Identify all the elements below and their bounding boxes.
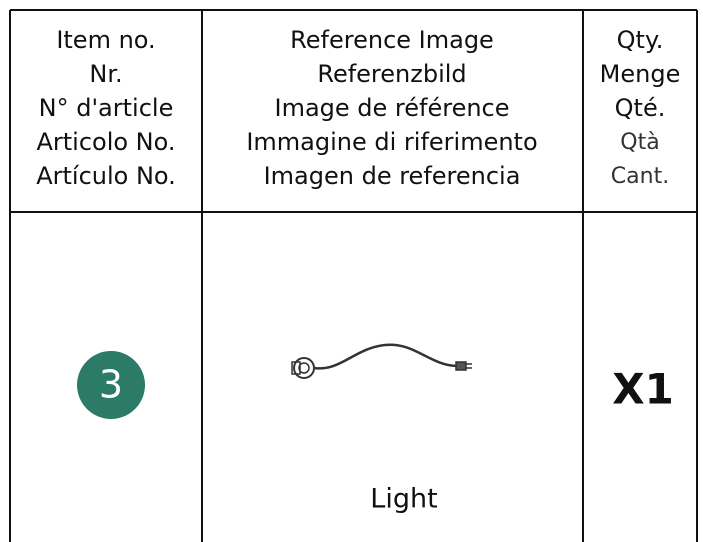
header-text: Imagen de referencia [264,162,521,190]
header-text: Menge [600,60,681,88]
item-badge [77,351,145,419]
item-number: 3 [99,363,123,407]
header-text: Image de référence [274,94,509,122]
light-illustration [291,343,472,379]
header-text: Immagine di riferimento [246,128,537,156]
header-text: Qty. [617,26,664,54]
header-text: Item no. [56,26,155,54]
header-text: Artículo No. [36,162,176,190]
header-text: Qté. [615,94,666,122]
header-text: Reference Image [290,26,494,54]
header-text: Articolo No. [36,128,175,156]
image-label: Light [370,484,437,515]
table-borders [9,9,698,542]
header-text: Cant. [611,164,669,189]
header-text: Qtà [620,130,659,155]
quantity: X1 [612,365,674,414]
header-text: N° d'article [39,94,174,122]
header-text: Nr. [89,60,122,88]
header-text: Referenzbild [317,60,466,88]
